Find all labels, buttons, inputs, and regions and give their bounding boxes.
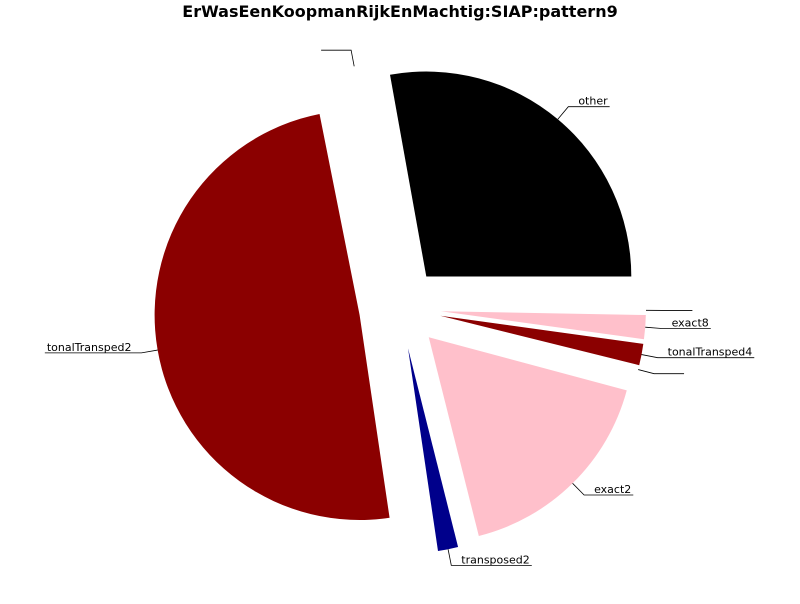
- slice-label: tonalTransped2: [47, 341, 132, 354]
- slice-label: other: [578, 95, 608, 108]
- leader-line: [638, 370, 684, 374]
- slice-label: tonalTransped4: [668, 346, 753, 359]
- leader-line: [558, 107, 610, 120]
- slice-label: exact8: [672, 316, 709, 329]
- pie-slice-blank: [441, 308, 646, 312]
- pie-slice-tonalTransped2: [155, 114, 390, 520]
- slice-label: exact2: [594, 483, 631, 496]
- slice-label: transposed2: [461, 553, 529, 566]
- pie-slice-exact2: [429, 337, 627, 536]
- chart-title: ErWasEenKoopmanRijkEnMachtig:SIAP:patter…: [0, 2, 800, 21]
- pie-slice-blank: [352, 66, 392, 268]
- leader-line: [321, 50, 354, 66]
